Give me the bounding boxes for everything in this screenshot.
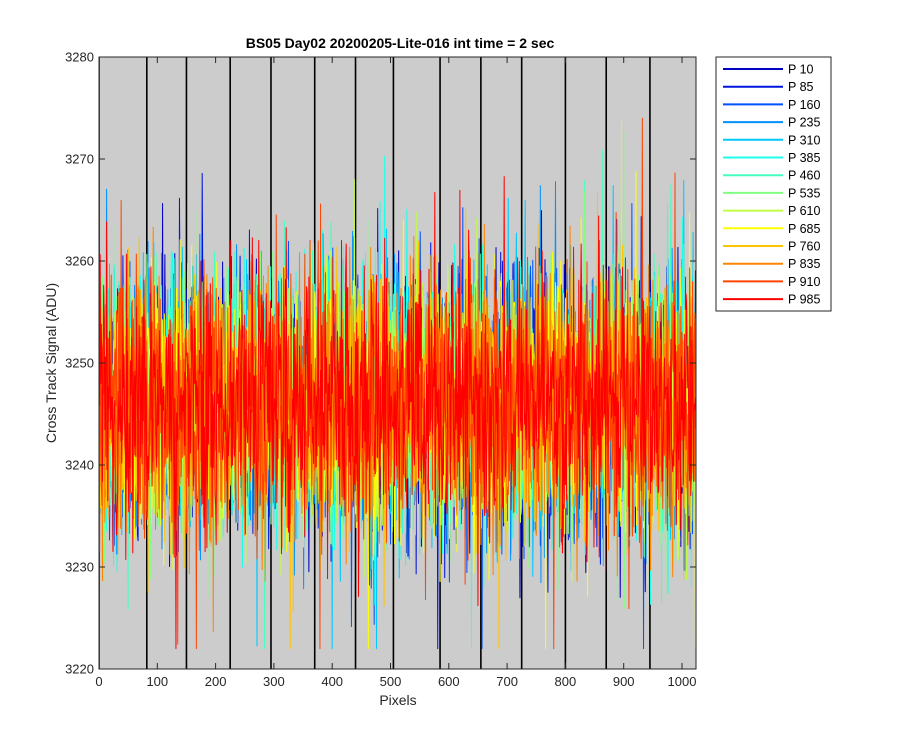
x-axis: 0 100 200 300 400 500 600 700 800 900 1000 [95,57,696,689]
series-lines [99,117,696,650]
y-axis-label: Cross Track Signal (ADU) [43,283,59,443]
x-tick-label: 100 [146,674,168,689]
x-tick-label: 1000 [668,674,697,689]
legend-entry: P 160 [788,98,820,112]
y-tick-label: 3250 [65,356,94,371]
y-tick-label: 3240 [65,458,94,473]
legend-entry: P 910 [788,275,820,289]
chart-title: BS05 Day02 20200205-Lite-016 int time = … [246,35,555,51]
x-tick-label: 500 [380,674,402,689]
legend-entry: P 85 [788,80,814,94]
x-tick-label: 0 [95,674,102,689]
x-tick-label: 400 [321,674,343,689]
legend-entry: P 535 [788,186,820,200]
legend-box [715,56,832,312]
legend: P 10 P 85 P 160 P 235 P 310 P 385 P 460 P 535 P … [715,56,832,312]
legend-entry: P 385 [788,151,820,165]
y-axis: 3220 3230 3240 3250 3260 3270 3280 [65,50,696,677]
y-tick-label: 3280 [65,50,94,65]
legend-entry: P 835 [788,257,820,271]
legend-entry: P 310 [788,133,820,147]
series-line-p985 [99,176,696,650]
x-axis-label: Pixels [379,692,416,708]
y-tick-label: 3270 [65,152,94,167]
legend-entry: P 10 [788,63,814,77]
x-tick-label: 900 [613,674,635,689]
x-tick-label: 200 [205,674,227,689]
legend-entry: P 460 [788,169,820,183]
legend-entry: P 760 [788,240,820,254]
legend-entry: P 685 [788,222,820,236]
legend-entry: P 985 [788,293,820,307]
legend-entry: P 610 [788,204,820,218]
y-tick-label: 3230 [65,560,94,575]
x-tick-label: 800 [555,674,577,689]
y-tick-label: 3260 [65,254,94,269]
x-tick-label: 700 [496,674,518,689]
y-tick-label: 3220 [65,662,94,677]
x-tick-label: 600 [438,674,460,689]
x-tick-label: 300 [263,674,285,689]
legend-entry: P 235 [788,116,820,130]
